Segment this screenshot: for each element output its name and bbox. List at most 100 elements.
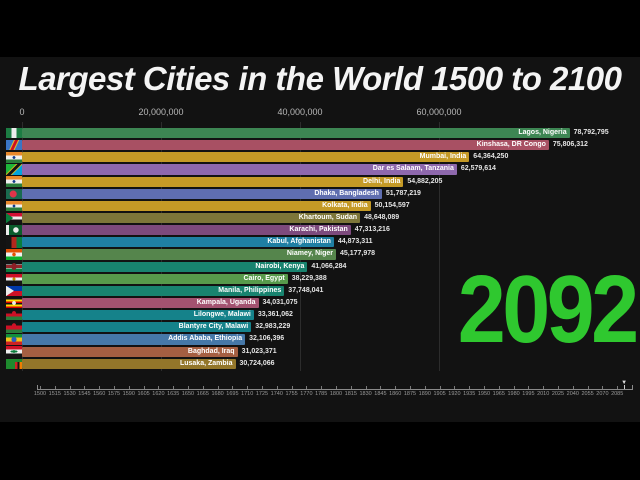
timeline-year-label: 1515: [48, 391, 61, 397]
timeline-year-label: 1635: [167, 391, 180, 397]
timeline-thumb-icon[interactable]: ▼: [621, 380, 628, 386]
chart-canvas: Largest Cities in the World 1500 to 2100…: [0, 57, 640, 422]
timeline-tick: [424, 386, 426, 389]
country-flag-icon: [6, 261, 22, 272]
timeline-tick: [306, 386, 308, 389]
city-bar: Kolkata, India: [22, 200, 371, 211]
city-label: Kampala, Uganda: [196, 298, 256, 306]
timeline-tick: [484, 386, 485, 389]
axis-tick-label: 0: [19, 107, 25, 117]
timeline-tick: [395, 386, 397, 389]
timeline-year-label: 1980: [507, 391, 520, 397]
timeline-year-label: 1605: [137, 391, 150, 397]
timeline-year-label: 1710: [241, 391, 254, 397]
axis-tick-label: 60,000,000: [416, 107, 462, 117]
table-row: Delhi, India 54,882,205: [0, 176, 640, 188]
city-label: Mumbai, India: [419, 153, 467, 161]
timeline-year-label: 1815: [344, 391, 357, 397]
city-label: Khartoum, Sudan: [298, 213, 358, 221]
timeline-tick: [232, 386, 234, 389]
table-row: Nairobi, Kenya 41,066,284: [0, 261, 640, 273]
timeline-tick: [572, 386, 574, 389]
city-label: Baghdad, Iraq: [187, 347, 235, 355]
x-axis: 0 20,000,000 40,000,000 60,000,000: [0, 107, 640, 121]
city-bar: Nairobi, Kenya: [22, 261, 308, 272]
timeline-tick: [587, 386, 589, 389]
city-value: 78,792,795: [573, 128, 609, 136]
timeline-tick: [498, 386, 500, 389]
timeline-year-label: 1695: [226, 391, 239, 397]
timeline-year-label: 1725: [255, 391, 269, 397]
country-flag-icon: [6, 225, 22, 236]
timeline-year-label: 1560: [93, 391, 106, 397]
timeline-year-label: 1965: [492, 391, 505, 397]
timeline-tick: [99, 386, 101, 389]
timeline-tick: [513, 386, 515, 389]
table-row: Kampala, Uganda 34,031,075: [0, 297, 640, 309]
timeline-year-label: 2085: [611, 391, 624, 397]
city-label: Nairobi, Kenya: [255, 262, 305, 270]
timeline-year-label: 2025: [551, 391, 565, 397]
timeline-year-label: 1800: [329, 391, 343, 397]
country-flag-icon: [6, 273, 22, 284]
country-flag-icon: [6, 212, 22, 224]
timeline-year-label: 1545: [78, 391, 91, 397]
timeline-tick: [602, 386, 604, 389]
city-value: 54,882,205: [407, 177, 443, 185]
city-label: Cairo, Egypt: [243, 274, 285, 282]
city-bar: Lilongwe, Malawi: [22, 310, 254, 321]
city-bar: Khartoum, Sudan: [22, 212, 361, 224]
country-flag-icon: [6, 152, 22, 163]
chart-title: Largest Cities in the World 1500 to 2100: [18, 60, 622, 97]
city-value: 62,579,614: [460, 165, 496, 173]
city-bar: Cairo, Egypt: [22, 273, 288, 284]
timeline-thumb-marker[interactable]: [624, 385, 626, 389]
table-row: Khartoum, Sudan 48,648,089: [0, 212, 640, 224]
timeline-tick: [336, 386, 337, 389]
timeline-tick: [114, 386, 115, 389]
timeline-tick: [173, 386, 175, 389]
city-bar: Mumbai, India: [22, 152, 470, 163]
city-bar: Baghdad, Iraq: [22, 346, 238, 357]
axis-tick-label: 40,000,000: [277, 107, 323, 117]
city-label: Manila, Philippines: [218, 286, 282, 294]
table-row: Karachi, Pakistan 47,313,216: [0, 224, 640, 236]
timeline-tick: [202, 386, 204, 389]
timeline-track[interactable]: [37, 385, 633, 390]
country-flag-icon: [6, 249, 22, 260]
city-value: 34,031,075: [262, 298, 298, 306]
timeline-tick: [380, 386, 382, 389]
country-flag-icon: [6, 164, 22, 175]
city-bar: Kabul, Afghanistan: [22, 237, 334, 248]
table-row: Dar es Salaam, Tanzania 62,579,614: [0, 163, 640, 175]
timeline-year-label: 1785: [315, 391, 328, 397]
timeline-year-label: 1530: [63, 391, 76, 397]
city-label: Addis Ababa, Ethiopia: [168, 335, 243, 343]
timeline-tick: [143, 386, 145, 389]
city-label: Kinshasa, DR Congo: [476, 141, 546, 149]
city-bar: Kampala, Uganda: [22, 297, 259, 309]
timeline-year-label: 1740: [270, 391, 283, 397]
city-value: 75,806,312: [552, 141, 588, 149]
city-label: Kabul, Afghanistan: [267, 238, 331, 246]
timeline-year-label: 2055: [581, 391, 594, 397]
country-flag-icon: [6, 285, 22, 297]
timeline-tick: [543, 386, 545, 389]
city-label: Dhaka, Bangladesh: [314, 189, 379, 197]
timeline-tick: [54, 386, 56, 389]
city-label: Kolkata, India: [322, 201, 368, 209]
timeline-tick: [558, 386, 559, 389]
table-row: Manila, Philippines 37,748,041: [0, 285, 640, 297]
table-row: Niamey, Niger 45,177,978: [0, 248, 640, 260]
timeline-tick: [158, 386, 160, 389]
city-bar: Kinshasa, DR Congo: [22, 140, 549, 151]
timeline-slider[interactable]: ▼ 1500 1515 1530 1545 1560 1575 1590 1605 1620 16…: [0, 380, 640, 407]
country-flag-icon: [6, 334, 22, 345]
city-value: 48,648,089: [364, 213, 400, 221]
city-label: Lusaka, Zambia: [179, 359, 233, 367]
timeline-tick: [528, 386, 530, 389]
city-bar: Blantyre City, Malawi: [22, 322, 252, 333]
city-bar: Dar es Salaam, Tanzania: [22, 164, 457, 175]
timeline-tick: [69, 386, 71, 389]
timeline-tick: [410, 386, 411, 389]
